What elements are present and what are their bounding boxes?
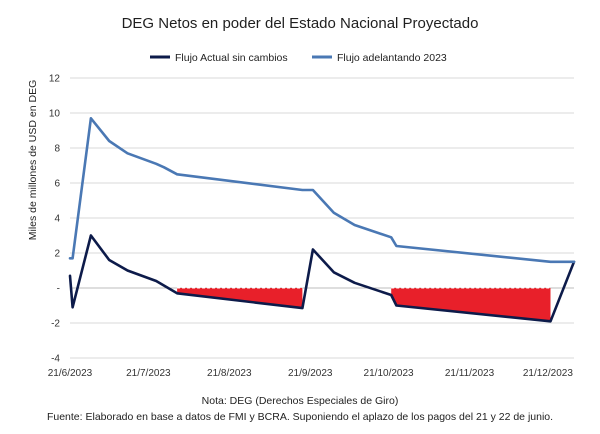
y-tick-label: 12 xyxy=(49,74,61,85)
shaded-region-1 xyxy=(177,288,303,309)
legend-label-series-2: Flujo adelantando 2023 xyxy=(337,52,447,64)
legend-label-series-1: Flujo Actual sin cambios xyxy=(175,52,288,64)
x-tick-label: 21/8/2023 xyxy=(207,368,252,379)
y-tick-label: 6 xyxy=(54,179,60,190)
y-tick-label: -2 xyxy=(51,319,60,330)
x-tick-label: 21/9/2023 xyxy=(288,368,333,379)
y-tick-label: 8 xyxy=(54,144,60,155)
source-line: Fuente: Elaborado en base a datos de FMI… xyxy=(47,411,553,423)
y-tick-label: 2 xyxy=(54,249,60,260)
x-tick-labels: 21/6/2023 21/7/2023 21/8/2023 21/9/2023 21/1… xyxy=(48,368,574,379)
y-tick-label: 4 xyxy=(54,214,60,225)
legend: Flujo Actual sin cambios Flujo adelantan… xyxy=(150,52,447,64)
series-line-2 xyxy=(68,117,576,264)
y-tick-label: - xyxy=(57,284,60,295)
series-layer xyxy=(68,117,576,323)
y-tick-label: -4 xyxy=(51,354,60,365)
x-tick-label: 21/10/2023 xyxy=(364,368,414,379)
y-tick-label: 10 xyxy=(49,109,61,120)
chart-title: DEG Netos en poder del Estado Nacional P… xyxy=(122,15,479,32)
x-tick-label: 21/12/2023 xyxy=(523,368,573,379)
series-line-1 xyxy=(68,234,576,323)
x-tick-label: 21/7/2023 xyxy=(126,368,171,379)
y-axis-title: Miles de millones de USD en DEG xyxy=(27,80,39,240)
note-line: Nota: DEG (Derechos Especiales de Giro) xyxy=(202,395,399,407)
x-tick-label: 21/11/2023 xyxy=(445,368,495,379)
shaded-regions xyxy=(177,287,551,322)
shaded-region-2 xyxy=(391,288,551,322)
x-tick-label: 21/6/2023 xyxy=(48,368,93,379)
